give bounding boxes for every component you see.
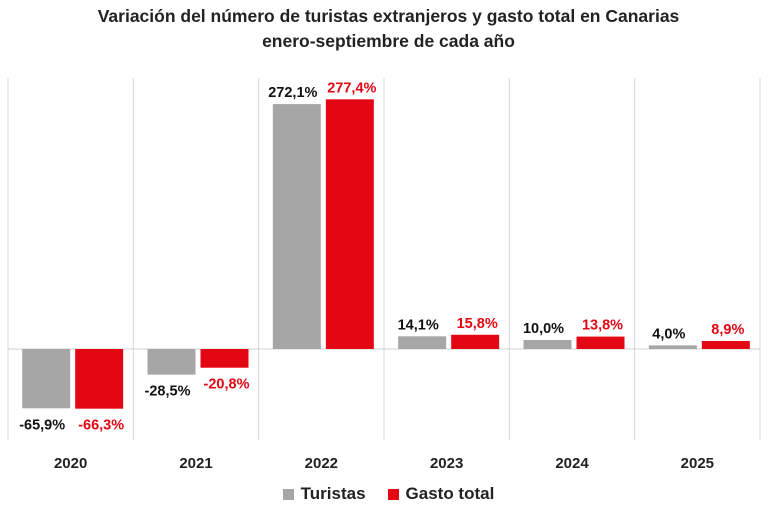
data-label-gasto-2022: 277,4% — [327, 80, 376, 96]
data-label-gasto-2023: 15,8% — [457, 316, 498, 332]
bar-turistas-2020 — [22, 349, 71, 409]
x-tick-label-2022: 2022 — [305, 455, 338, 472]
legend-swatch-turistas — [282, 488, 294, 500]
bar-turistas-2021 — [147, 349, 196, 375]
data-label-turistas-2020: -65,9% — [19, 417, 65, 433]
data-label-turistas-2022: 272,1% — [268, 85, 317, 101]
chart-subtitle: enero-septiembre de cada año — [262, 31, 515, 51]
legend-item-turistas: Turistas — [282, 484, 366, 504]
bar-turistas-2024 — [523, 340, 572, 349]
bar-gasto-2022 — [325, 99, 374, 349]
data-label-turistas-2023: 14,1% — [398, 317, 439, 333]
chart-title: Variación del número de turistas extranj… — [97, 6, 680, 26]
legend-label-gasto: Gasto total — [405, 484, 495, 503]
data-label-gasto-2020: -66,3% — [78, 418, 124, 434]
bar-gasto-2025 — [701, 340, 750, 349]
chart-legend: Turistas Gasto total — [0, 484, 777, 504]
bar-gasto-2023 — [451, 334, 500, 349]
bar-turistas-2023 — [398, 336, 447, 349]
data-label-gasto-2025: 8,9% — [711, 322, 744, 338]
data-label-gasto-2021: -20,8% — [204, 377, 250, 393]
bar-gasto-2024 — [576, 336, 625, 349]
bar-turistas-2022 — [272, 104, 321, 349]
data-label-turistas-2024: 10,0% — [523, 321, 564, 337]
legend-swatch-gasto — [387, 488, 399, 500]
bar-chart: -65,9% -66,3% 2020 -28,5% -20,8% 2021 272,1% 27… — [7, 78, 761, 472]
chart-title-block: Variación del número de turistas extranj… — [0, 4, 777, 54]
x-tick-label-2025: 2025 — [681, 455, 714, 472]
bar-gasto-2020 — [75, 349, 124, 409]
x-tick-label-2024: 2024 — [555, 455, 589, 472]
bar-gasto-2021 — [200, 349, 249, 368]
bar-turistas-2025 — [648, 345, 697, 349]
data-label-turistas-2025: 4,0% — [652, 326, 685, 342]
x-tick-label-2020: 2020 — [54, 455, 87, 472]
data-label-turistas-2021: -28,5% — [145, 384, 191, 400]
x-tick-label-2023: 2023 — [430, 455, 463, 472]
legend-item-gasto: Gasto total — [387, 484, 495, 504]
data-label-gasto-2024: 13,8% — [582, 318, 623, 334]
legend-label-turistas: Turistas — [300, 484, 366, 503]
x-tick-label-2021: 2021 — [179, 455, 212, 472]
